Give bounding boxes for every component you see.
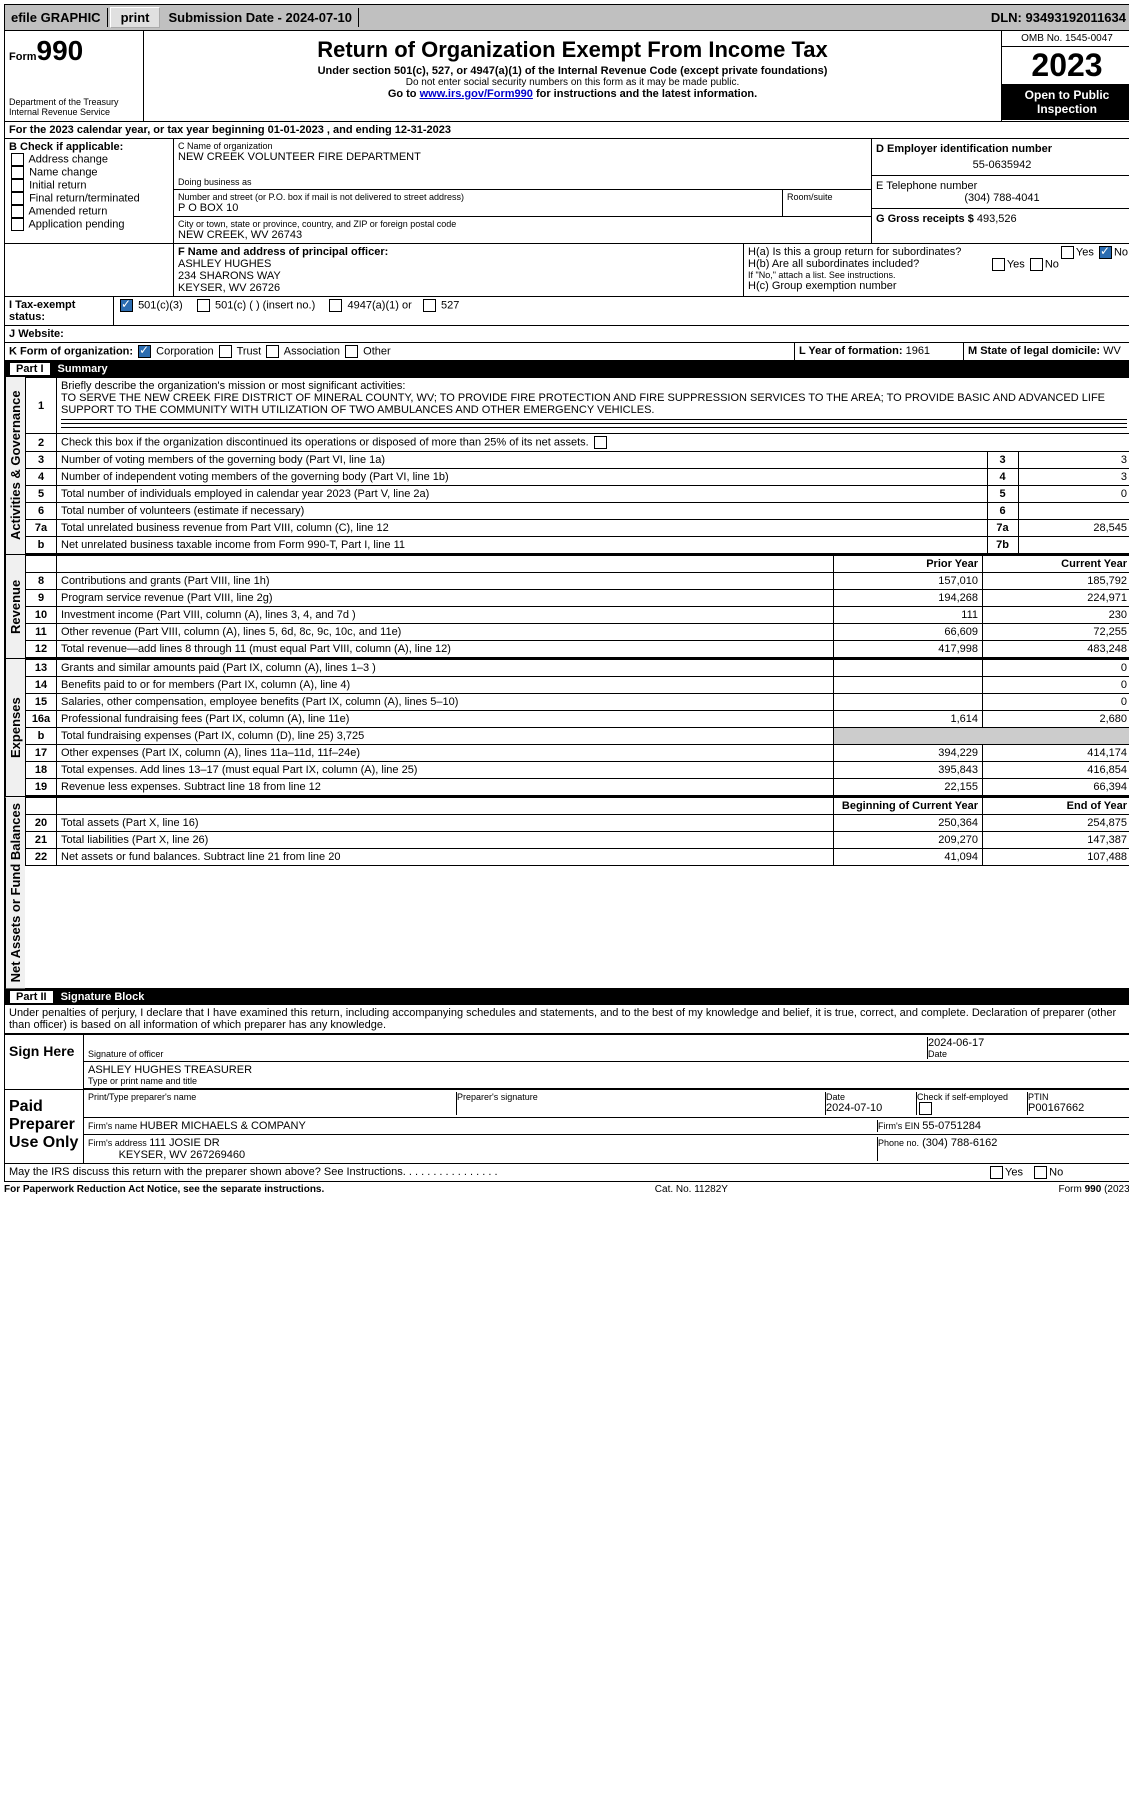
perjury-text: Under penalties of perjury, I declare th… [4, 1005, 1129, 1034]
netassets-table: Beginning of Current YearEnd of Year 20T… [25, 797, 1129, 866]
expenses-table: 13Grants and similar amounts paid (Part … [25, 659, 1129, 796]
discuss-line: May the IRS discuss this return with the… [4, 1164, 1129, 1182]
summary-section: Activities & Governance 1 Briefly descri… [4, 377, 1129, 555]
officer-name: ASHLEY HUGHES TREASURER [88, 1064, 1128, 1076]
revenue-section: Revenue Prior YearCurrent Year 8Contribu… [4, 555, 1129, 659]
paid-preparer-label: Paid Preparer Use Only [5, 1090, 84, 1163]
page-footer: For Paperwork Reduction Act Notice, see … [4, 1182, 1129, 1197]
title-box: Return of Organization Exempt From Incom… [144, 31, 1001, 121]
subtitle-2: Do not enter social security numbers on … [148, 77, 997, 88]
box-f: F Name and address of principal officer:… [174, 244, 744, 296]
side-revenue: Revenue [5, 555, 25, 658]
side-expenses: Expenses [5, 659, 25, 796]
dept-label: Department of the Treasury Internal Reve… [9, 97, 139, 117]
line-a: For the 2023 calendar year, or tax year … [4, 122, 1129, 139]
year-box: OMB No. 1545-0047 2023 Open to Public In… [1001, 31, 1129, 121]
omb-number: OMB No. 1545-0047 [1002, 31, 1129, 47]
side-netassets: Net Assets or Fund Balances [5, 797, 25, 988]
goto-line: Go to www.irs.gov/Form990 for instructio… [148, 88, 997, 100]
mission-text: TO SERVE THE NEW CREEK FIRE DISTRICT OF … [61, 392, 1105, 416]
org-city: NEW CREEK, WV 26743 [178, 229, 867, 241]
section-fh: F Name and address of principal officer:… [4, 244, 1129, 297]
part-2-header: Part IISignature Block [4, 989, 1129, 1005]
tax-year: 2023 [1002, 47, 1129, 84]
line-i: I Tax-exempt status: 501(c)(3) 501(c) ( … [4, 297, 1129, 326]
box-h: H(a) Is this a group return for subordin… [744, 244, 1129, 296]
dln: DLN: 93493192011634 [985, 8, 1129, 27]
print-button[interactable]: print [110, 7, 161, 28]
box-b: B Check if applicable: Address change Na… [5, 139, 174, 243]
section-bcdeg: B Check if applicable: Address change Na… [4, 139, 1129, 244]
firm-name: HUBER MICHAELS & COMPANY [140, 1120, 306, 1132]
goto-link[interactable]: www.irs.gov/Form990 [420, 88, 533, 100]
phone: (304) 788-4041 [876, 192, 1128, 204]
paid-preparer-section: Paid Preparer Use Only Print/Type prepar… [4, 1090, 1129, 1164]
line-j: J Website: [4, 326, 1129, 343]
form-header: Form990 Department of the Treasury Inter… [4, 31, 1129, 122]
open-public: Open to Public Inspection [1002, 84, 1129, 120]
part-1-header: Part ISummary [4, 361, 1129, 377]
submission-date: Submission Date - 2024-07-10 [162, 8, 359, 27]
form-title: Return of Organization Exempt From Incom… [148, 37, 997, 63]
form-number-box: Form990 Department of the Treasury Inter… [5, 31, 144, 121]
expenses-section: Expenses 13Grants and similar amounts pa… [4, 659, 1129, 797]
box-c: C Name of organization NEW CREEK VOLUNTE… [174, 139, 872, 243]
sign-here-label: Sign Here [5, 1035, 84, 1089]
org-name: NEW CREEK VOLUNTEER FIRE DEPARTMENT [178, 151, 867, 163]
side-governance: Activities & Governance [5, 377, 25, 554]
revenue-table: Prior YearCurrent Year 8Contributions an… [25, 555, 1129, 658]
line-klm: K Form of organization: Corporation Trus… [4, 343, 1129, 361]
subtitle-1: Under section 501(c), 527, or 4947(a)(1)… [148, 65, 997, 77]
box-deg: D Employer identification number 55-0635… [872, 139, 1129, 243]
efile-label: efile GRAPHIC [5, 8, 108, 27]
top-bar: efile GRAPHIC print Submission Date - 20… [4, 4, 1129, 31]
sign-here-section: Sign Here Signature of officer 2024-06-1… [4, 1034, 1129, 1090]
org-address: P O BOX 10 [178, 202, 778, 214]
ein: 55-0635942 [876, 159, 1128, 171]
governance-table: 1 Briefly describe the organization's mi… [25, 377, 1129, 554]
netassets-section: Net Assets or Fund Balances Beginning of… [4, 797, 1129, 989]
gross-receipts: 493,526 [977, 213, 1017, 225]
